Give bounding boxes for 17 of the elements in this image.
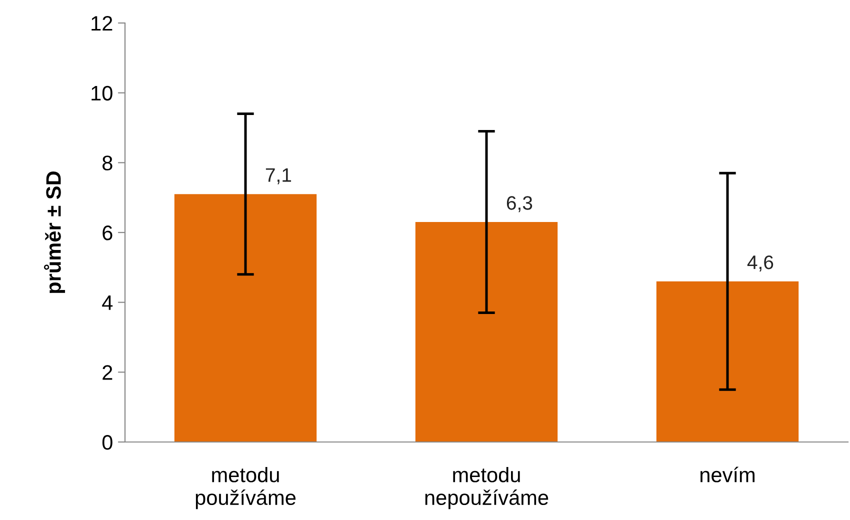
bar — [656, 281, 799, 442]
x-tick-label: metodu používáme — [196, 467, 296, 510]
data-label: 4,6 — [747, 255, 774, 272]
data-label: 7,1 — [266, 168, 292, 184]
y-tick-label: 2 — [102, 365, 112, 380]
bar — [174, 194, 317, 442]
x-tick-label: metodu nepoužíváme — [425, 467, 548, 510]
y-tick-label: 6 — [102, 226, 112, 240]
y-tick-label: 8 — [102, 156, 112, 170]
y-tick-label: 4 — [102, 296, 113, 310]
x-tick-label: nevím — [700, 466, 754, 482]
y-tick-label: 12 — [92, 16, 112, 31]
y-tick-label: 10 — [92, 86, 112, 101]
y-axis-title: průměr ± SD — [44, 172, 66, 293]
bar — [415, 222, 558, 442]
y-tick-label: 0 — [102, 435, 112, 450]
data-label: 6,3 — [506, 196, 532, 212]
